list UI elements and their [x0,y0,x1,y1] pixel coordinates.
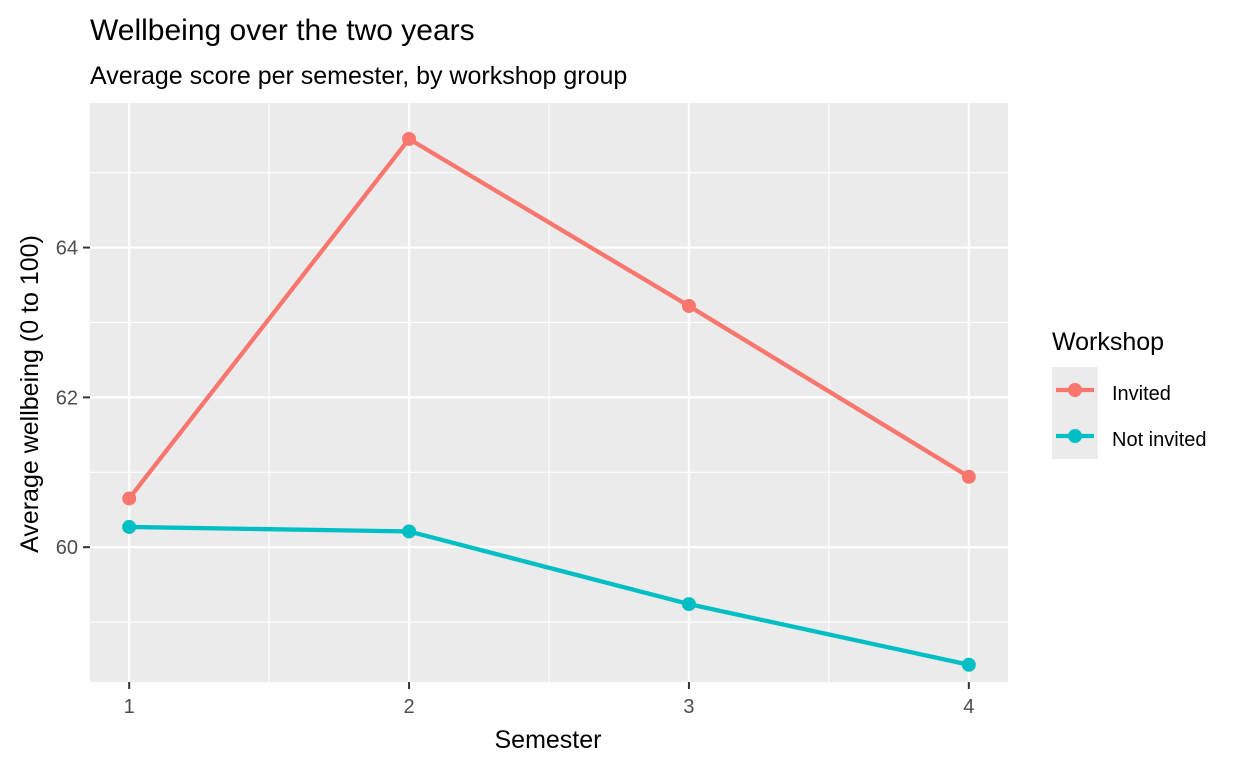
x-axis-title: Semester [495,726,602,754]
legend-title: Workshop [1052,328,1164,356]
series-line-invited [127,136,970,500]
data-point-not-invited [681,597,696,612]
data-point-not-invited [402,524,417,539]
minor-gridlines [90,103,1008,682]
series-layer [122,131,976,672]
x-axis: 1 2 3 4 [124,682,974,718]
y-axis: 60 62 64 [56,238,90,559]
x-tick-label: 1 [124,696,135,718]
legend-label-not-invited: Not invited [1112,429,1207,451]
x-tick-label: 3 [683,696,694,718]
data-point-invited [402,131,417,146]
chart-subtitle: Average score per semester, by workshop … [90,62,627,90]
y-axis-title: Average wellbeing (0 to 100) [16,235,44,553]
y-tick-label: 60 [56,537,78,559]
series-line-not-invited [129,524,970,667]
y-tick-label: 62 [56,387,78,409]
data-point-invited [961,469,976,484]
legend-point-not-invited [1068,429,1082,443]
x-tick-label: 2 [403,696,414,718]
major-gridlines [90,103,1008,682]
data-point-not-invited [961,657,976,672]
y-tick-label: 64 [56,238,78,260]
legend: Workshop Invited Not invited [1052,328,1207,459]
legend-point-invited [1068,383,1082,397]
chart-title: Wellbeing over the two years [90,14,475,47]
data-point-invited [122,491,137,506]
data-point-not-invited [122,519,137,534]
legend-label-invited: Invited [1112,383,1171,405]
data-point-invited [681,298,696,313]
x-tick-label: 4 [963,696,974,718]
